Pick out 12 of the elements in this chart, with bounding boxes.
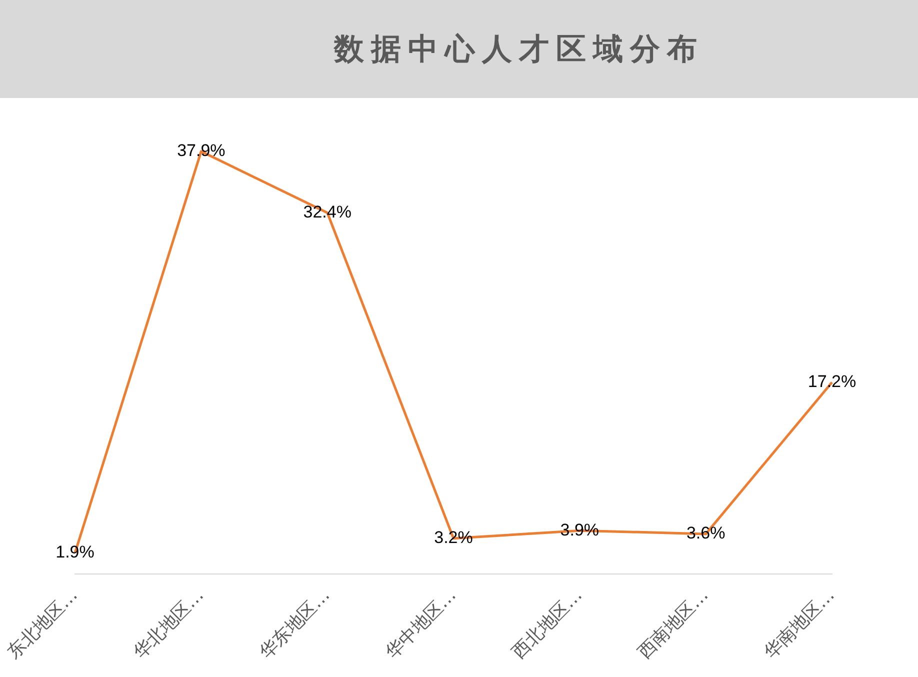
data-label: 1.9% — [56, 542, 94, 562]
chart-title: 数据中心人才区域分布 — [334, 30, 704, 68]
x-tick-label: 西南地区… — [634, 584, 713, 664]
x-tick-label: 华北地区… — [130, 584, 208, 664]
data-label: 37.9% — [177, 141, 226, 160]
x-tick-label: 东北地区… — [3, 584, 82, 664]
data-label: 3.2% — [434, 528, 473, 548]
data-label: 17.2% — [808, 372, 856, 391]
x-tick-label: 华中地区… — [382, 584, 460, 664]
x-tick-label: 华南地区… — [760, 584, 839, 664]
x-tick-label: 西北地区… — [508, 584, 587, 664]
x-tick-label: 华东地区… — [256, 584, 334, 664]
